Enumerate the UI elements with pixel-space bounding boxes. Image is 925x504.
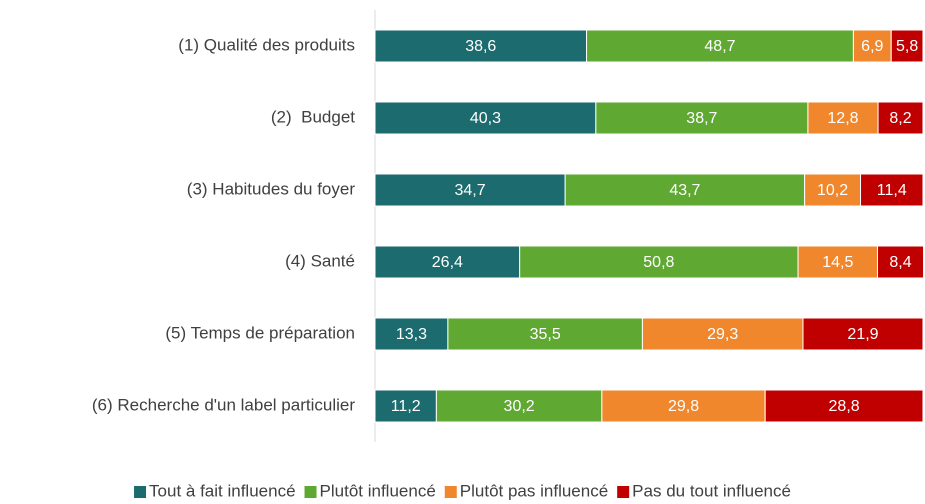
bar-segment: [804, 173, 862, 207]
bar-segment: [890, 29, 924, 63]
data-label: 6,9: [861, 38, 883, 55]
y-tick-label: (6) Recherche d'un label particulier: [92, 395, 355, 414]
bar-segment: [601, 389, 766, 423]
data-label: 8,2: [889, 110, 911, 127]
data-label: 38,6: [465, 38, 496, 55]
bar-segment: [860, 173, 924, 207]
data-label: 34,7: [455, 182, 486, 199]
bar-segment: [802, 317, 924, 351]
legend-label: Tout à fait influencé: [149, 481, 295, 500]
bar-segment: [374, 173, 566, 207]
data-label: 30,2: [504, 398, 535, 415]
legend-swatch: [304, 486, 317, 498]
bar-segment: [877, 245, 925, 279]
y-tick-label: (5) Temps de préparation: [165, 323, 355, 342]
data-label: 48,7: [704, 38, 735, 55]
y-tick-label: (3) Habitudes du foyer: [187, 179, 356, 198]
legend-swatch: [617, 486, 630, 498]
data-label: 29,3: [707, 326, 738, 343]
data-label: 11,2: [391, 398, 421, 415]
legend-swatch: [134, 486, 147, 498]
data-label: 21,9: [847, 326, 878, 343]
data-label: 8,4: [889, 254, 911, 271]
data-label: 28,8: [829, 398, 860, 415]
legend-label: Plutôt influencé: [320, 481, 436, 500]
bar-segment: [641, 317, 804, 351]
data-label: 29,8: [668, 398, 699, 415]
bar-segment: [519, 245, 799, 279]
data-label: 12,8: [827, 110, 858, 127]
data-label: 40,3: [470, 110, 501, 127]
data-label: 38,7: [686, 110, 717, 127]
bar-segment: [564, 173, 806, 207]
legend: Tout à fait influencé Plutôt influencé Plu…: [134, 481, 791, 500]
legend-swatch: [444, 486, 457, 498]
data-label: 35,5: [530, 326, 561, 343]
y-tick-label: (2) Budget: [271, 107, 355, 126]
data-label: 10,2: [817, 182, 848, 199]
bar-segment: [374, 389, 437, 423]
bar-segment: [764, 389, 924, 423]
data-label: 26,4: [432, 254, 463, 271]
bar-segment: [877, 101, 924, 135]
legend-label: Plutôt pas influencé: [460, 481, 608, 500]
y-tick-label: (4) Santé: [285, 251, 355, 270]
bar-segment: [374, 317, 449, 351]
legend-label: Pas du tout influencé: [632, 481, 791, 500]
data-label: 13,3: [396, 326, 427, 343]
bar-segment: [852, 29, 892, 63]
bar-segment: [595, 101, 809, 135]
bar-segment: [797, 245, 879, 279]
bar-segment: [447, 317, 643, 351]
data-label: 11,4: [877, 182, 907, 199]
data-label: 50,8: [643, 254, 674, 271]
y-tick-label: (1) Qualité des produits: [178, 35, 355, 54]
data-label: 43,7: [669, 182, 700, 199]
data-label: 14,5: [822, 254, 853, 271]
bar-segment: [586, 29, 854, 63]
data-label: 5,8: [896, 38, 918, 55]
bar-segment: [374, 245, 521, 279]
